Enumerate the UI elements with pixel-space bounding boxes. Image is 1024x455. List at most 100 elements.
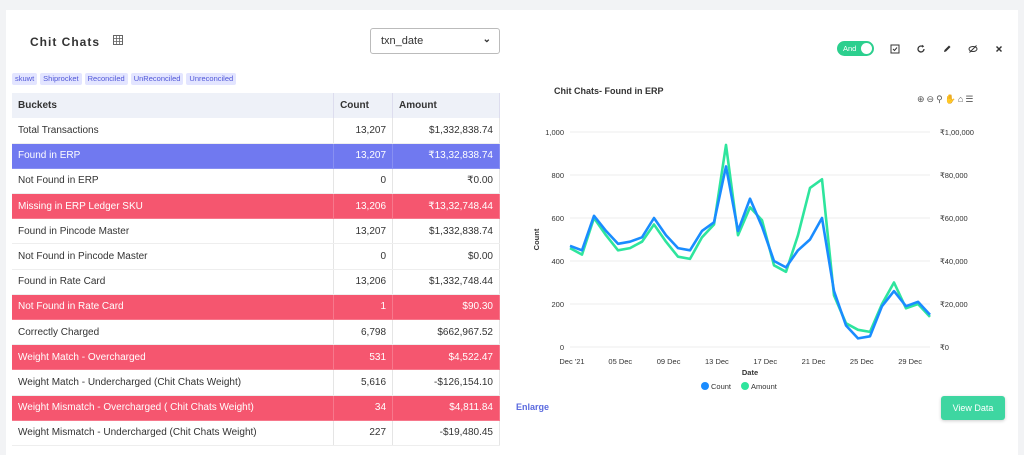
bucket-cell: Not Found in Pincode Master (12, 243, 335, 270)
x-axis-label: Date (742, 368, 758, 377)
count-cell: 13,206 (333, 269, 394, 295)
table-row[interactable]: Correctly Charged 6,798 $662,967.52 (12, 319, 500, 346)
view-data-button[interactable]: View Data (941, 396, 1005, 420)
hide-icon[interactable] (968, 44, 978, 54)
filter-chip[interactable]: Unreconciled (186, 73, 237, 85)
x-tick-label: 09 Dec (657, 357, 681, 366)
x-tick-label: 21 Dec (802, 357, 826, 366)
amount-cell: $0.00 (392, 243, 500, 270)
amount-cell: -$126,154.10 (392, 369, 500, 396)
bucket-cell: Found in ERP (12, 143, 335, 169)
close-icon[interactable] (994, 44, 1004, 54)
amount-cell: ₹13,32,838.74 (392, 143, 500, 169)
amount-cell: $4,811.84 (392, 395, 500, 421)
table-row[interactable]: Weight Mismatch - Overcharged ( Chit Cha… (12, 395, 500, 421)
chart-title: Chit Chats- Found in ERP (554, 86, 664, 96)
amount-cell: ₹0.00 (392, 168, 500, 195)
toggle-knob (861, 43, 872, 54)
y-left-axis-label: Count (532, 228, 541, 250)
column-header-buckets[interactable]: Buckets (12, 93, 335, 118)
table-row[interactable]: Weight Mismatch - Undercharged (Chit Cha… (12, 420, 500, 446)
amount-cell: $90.30 (392, 294, 500, 321)
x-tick-label: 29 Dec (898, 357, 922, 366)
magnifier-icon[interactable]: ⚲ (936, 94, 943, 104)
refresh-icon[interactable] (916, 44, 926, 54)
bucket-cell: Weight Match - Undercharged (Chit Chats … (12, 369, 335, 396)
count-cell: 531 (333, 344, 394, 371)
x-tick-label: 05 Dec (608, 357, 632, 366)
zoom-in-icon[interactable]: ⊕ (917, 94, 925, 104)
table-row[interactable]: Not Found in ERP 0 ₹0.00 (12, 168, 500, 195)
count-cell: 34 (333, 395, 394, 421)
column-header-amount[interactable]: Amount (392, 93, 500, 118)
count-cell: 5,616 (333, 369, 394, 396)
y-left-tick-label: 400 (551, 257, 564, 266)
x-tick-label: 13 Dec (705, 357, 729, 366)
y-right-tick-label: ₹1,00,000 (940, 128, 974, 137)
y-left-tick-label: 200 (551, 300, 564, 309)
table-row[interactable]: Found in Pincode Master 13,207 $1,332,838.… (12, 218, 500, 245)
table-row[interactable]: Found in Rate Card 13,206 $1,332,748.44 (12, 269, 500, 295)
legend-label: Amount (751, 382, 778, 391)
filter-chip[interactable]: skuwt (12, 73, 38, 85)
zoom-out-icon[interactable]: ⊖ (926, 94, 935, 104)
chart-toolbar: And (837, 41, 1004, 56)
chevron-down-icon: ⌄ (482, 34, 491, 45)
y-right-tick-label: ₹60,000 (940, 214, 968, 223)
count-cell: 1 (333, 294, 394, 321)
count-cell: 13,207 (333, 143, 394, 169)
table-row[interactable]: Not Found in Rate Card 1 $90.30 (12, 294, 500, 321)
and-toggle[interactable]: And (837, 41, 874, 56)
pan-hand-icon[interactable]: ✋ (944, 94, 956, 104)
menu-icon[interactable]: ☰ (965, 94, 974, 104)
x-tick-label: Dec '21 (559, 357, 584, 366)
bucket-cell: Total Transactions (12, 118, 335, 144)
table-row[interactable]: Weight Match - Undercharged (Chit Chats … (12, 369, 500, 396)
table-row[interactable]: Missing in ERP Ledger SKU 13,206 ₹13,32,74… (12, 193, 500, 220)
checkbox-icon[interactable] (890, 44, 900, 54)
bucket-cell: Not Found in Rate Card (12, 294, 335, 321)
y-left-tick-label: 800 (551, 171, 564, 180)
pencil-icon[interactable] (942, 44, 952, 54)
enlarge-link[interactable]: Enlarge (516, 402, 550, 412)
y-left-tick-label: 1,000 (545, 128, 564, 137)
filter-chip[interactable]: Shiprocket (40, 73, 82, 85)
count-cell: 0 (333, 168, 394, 195)
page-title: Chit Chats (30, 35, 100, 49)
amount-cell: $1,332,838.74 (392, 218, 500, 245)
legend-label: Count (711, 382, 732, 391)
bucket-cell: Weight Mismatch - Overcharged ( Chit Cha… (12, 395, 335, 421)
table-row[interactable]: Not Found in Pincode Master 0 $0.00 (12, 243, 500, 270)
home-icon[interactable]: ⌂ (957, 94, 964, 104)
table-row[interactable]: Weight Match - Overcharged 531 $4,522.47 (12, 344, 500, 371)
amount-cell: $4,522.47 (392, 344, 500, 371)
amount-cell: $662,967.52 (392, 319, 500, 346)
buckets-table: Buckets Count Amount Total Transactions 1… (12, 93, 500, 446)
count-cell: 227 (333, 420, 394, 446)
toggle-label: And (843, 44, 857, 53)
chart-zoom-tools: ⊕ ⊖ ⚲ ✋ ⌂ ☰ (917, 94, 973, 105)
bucket-cell: Correctly Charged (12, 319, 335, 346)
bucket-cell: Not Found in ERP (12, 168, 335, 195)
bucket-cell: Weight Match - Overcharged (12, 344, 335, 371)
table-icon[interactable] (113, 35, 123, 45)
table-row[interactable]: Found in ERP 13,207 ₹13,32,838.74 (12, 143, 500, 169)
count-cell: 13,207 (333, 118, 394, 144)
filter-chips: skuwt Shiprocket Reconciled UnReconciled… (12, 73, 237, 85)
date-field-select[interactable]: txn_date ⌄ (370, 28, 500, 54)
count-cell: 0 (333, 243, 394, 270)
amount-cell: ₹13,32,748.44 (392, 193, 500, 220)
filter-chip[interactable]: UnReconciled (130, 73, 184, 85)
bucket-cell: Found in Rate Card (12, 269, 335, 295)
bucket-cell: Weight Mismatch - Undercharged (Chit Cha… (12, 420, 335, 446)
legend-marker (741, 382, 749, 390)
y-left-tick-label: 600 (551, 214, 564, 223)
column-header-count[interactable]: Count (333, 93, 394, 118)
y-right-tick-label: ₹20,000 (940, 300, 968, 309)
y-right-tick-label: ₹80,000 (940, 171, 968, 180)
series-line-count (569, 165, 931, 340)
table-row[interactable]: Total Transactions 13,207 $1,332,838.74 (12, 118, 500, 144)
amount-cell: $1,332,748.44 (392, 269, 500, 295)
y-left-tick-label: 0 (560, 343, 564, 352)
filter-chip[interactable]: Reconciled (84, 73, 128, 85)
